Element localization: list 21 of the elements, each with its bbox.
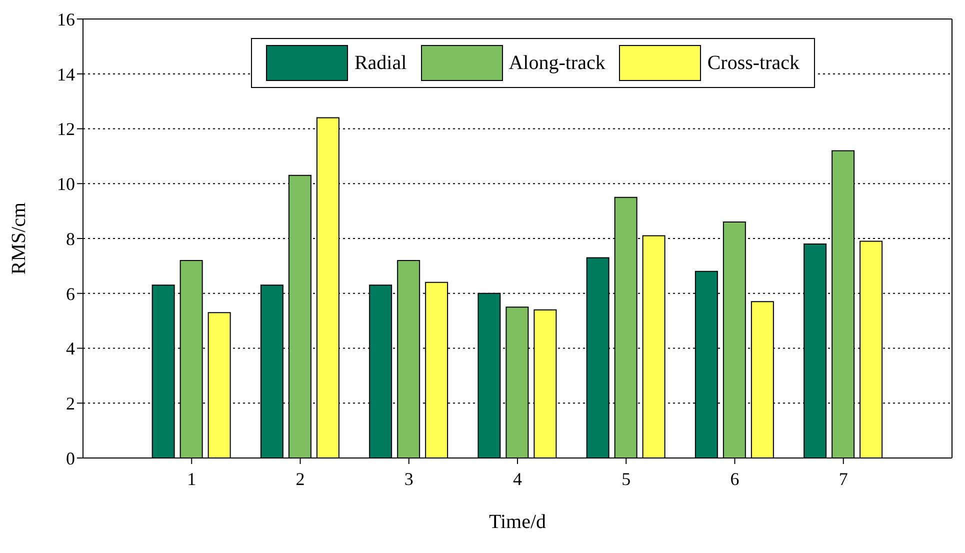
legend-label: Along-track [508,52,606,74]
x-tick-label: 6 [730,468,740,489]
y-tick-label: 2 [66,394,75,414]
y-tick-label: 16 [57,9,75,30]
y-tick-label: 4 [66,338,75,359]
y-tick-label: 0 [66,448,75,468]
y-tick-label: 8 [66,228,75,249]
x-tick-label: 4 [513,468,522,489]
x-tick-label: 5 [622,468,631,489]
x-tick-label: 3 [404,468,414,489]
y-tick-label: 14 [57,64,75,84]
x-tick-label: 1 [187,468,196,489]
y-tick-label: 12 [57,119,75,140]
x-tick-label: 7 [838,468,848,489]
y-axis-title: RMS/cm [8,202,30,275]
legend-label: Radial [354,52,407,74]
y-tick-label: 10 [57,174,75,194]
x-tick-label: 2 [296,468,305,489]
y-tick-label: 6 [66,284,75,304]
legend-label: Cross-track [707,52,800,74]
x-axis-title: Time/d [488,511,546,533]
